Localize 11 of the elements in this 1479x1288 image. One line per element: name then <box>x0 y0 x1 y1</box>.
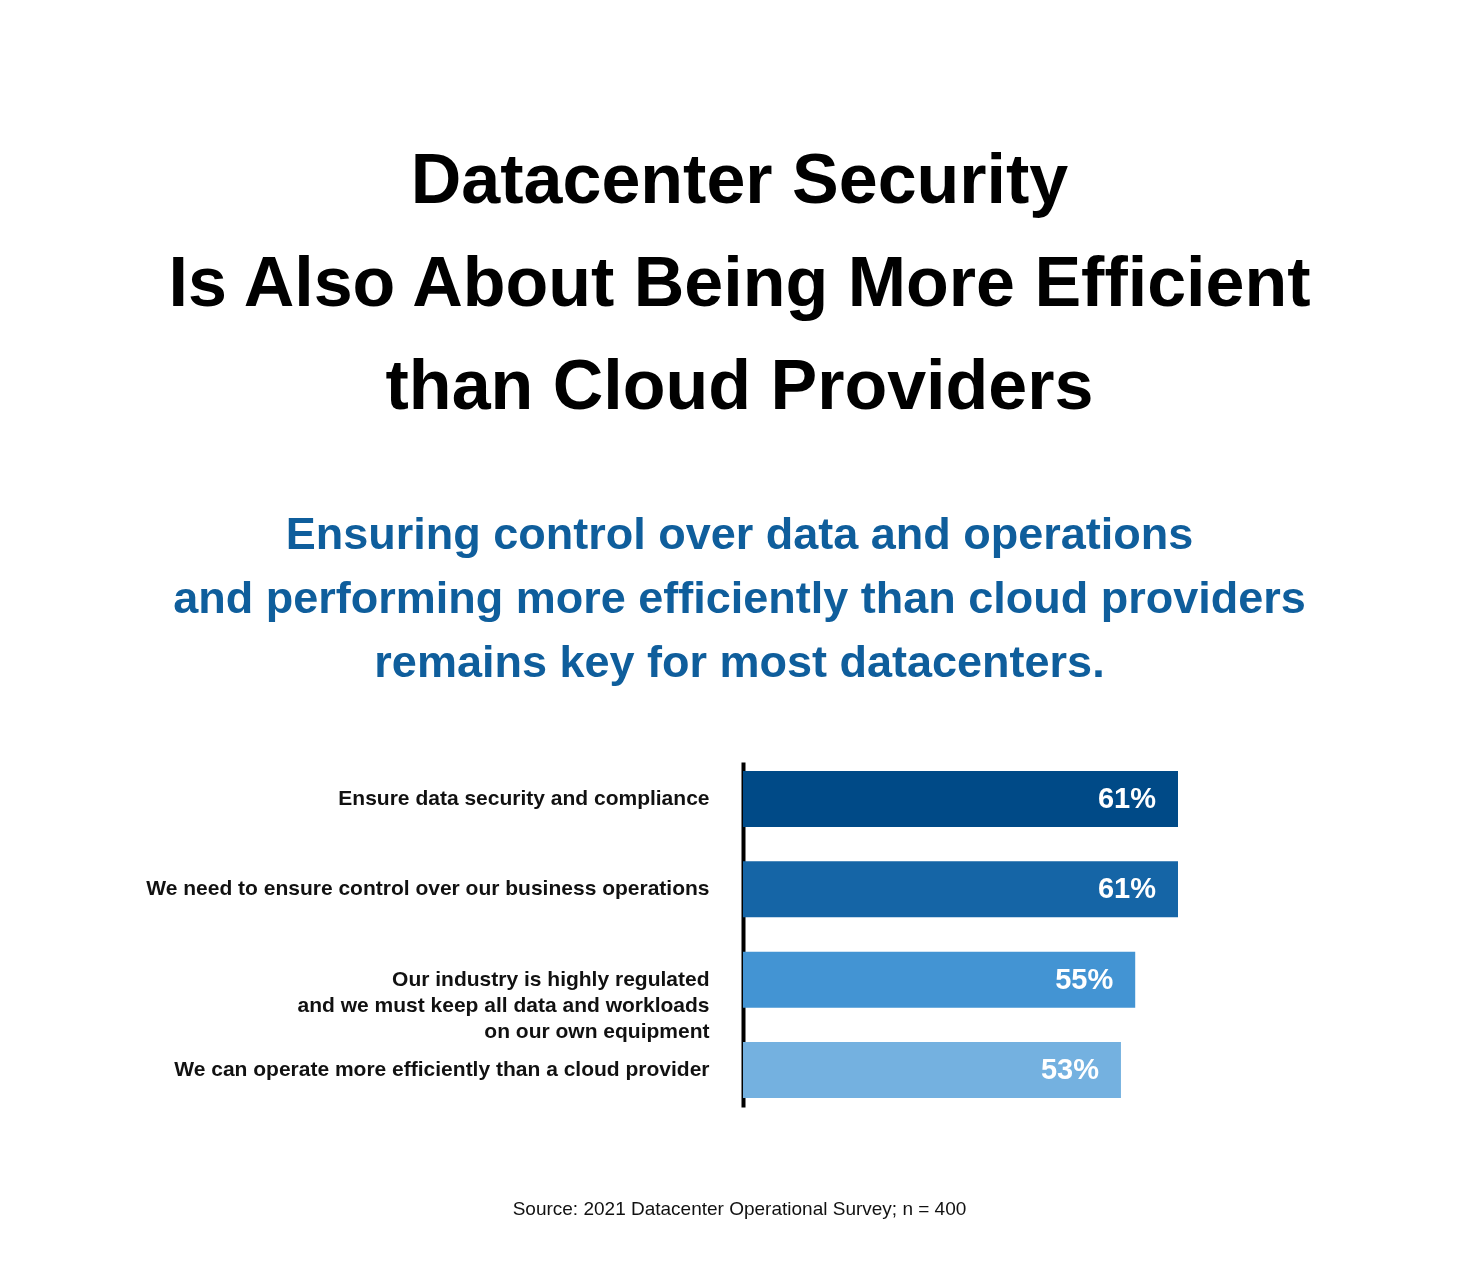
data-label: 61% <box>1097 782 1157 815</box>
data-label: 61% <box>1097 872 1157 905</box>
y-tick-label: We can operate more efficiently than a cloud provider <box>174 1056 710 1080</box>
chart-subtitle: Ensuring control over data and operations and performing more efficiently than cloud providers remains key for most datacenters. <box>172 507 1307 689</box>
y-tick-label: Ensure data security and compliance <box>338 786 710 810</box>
data-label: 55% <box>1055 962 1114 995</box>
chart-title: Datacenter Security Is Also About Being More Efficient than Cloud Providers <box>167 139 1312 426</box>
data-label: 53% <box>1040 1052 1100 1085</box>
y-tick-label: We need to ensure control over our business operations <box>146 876 710 900</box>
y-tick-label: Our industry is highly regulated and we must keep all data and workloads on our own equipment <box>297 966 710 1042</box>
source-note: Source: 2021 Datacenter Operational Survey; n = 400 <box>511 1198 968 1220</box>
